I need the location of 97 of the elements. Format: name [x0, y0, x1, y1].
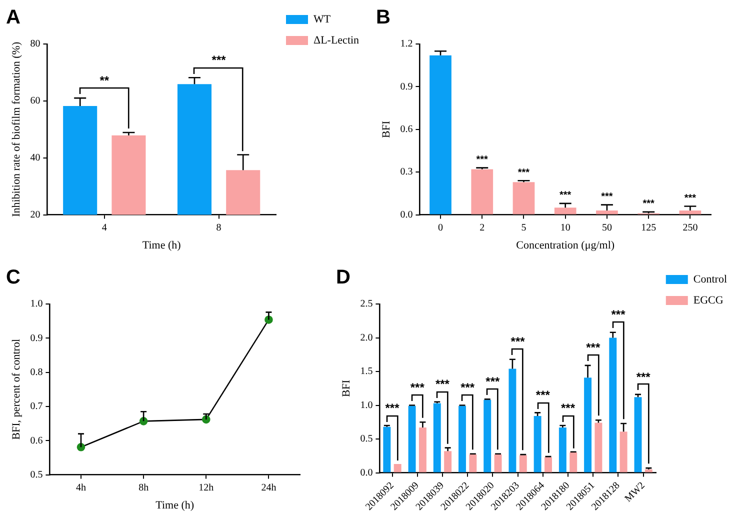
- x-tick-label: 2: [480, 222, 485, 234]
- y-tick-label: 1.2: [400, 38, 413, 50]
- annotation: ***: [486, 374, 500, 388]
- bar: [394, 464, 402, 472]
- y-axis-title: Inhibition rate of biofilm formation (%): [10, 42, 22, 217]
- y-tick-label: 1.5: [360, 366, 373, 378]
- bar: [534, 416, 542, 472]
- x-tick-label: 250: [682, 222, 698, 234]
- bar: [458, 406, 466, 472]
- bar: [383, 426, 391, 472]
- bar: [408, 406, 416, 472]
- y-tick-label: 0.5: [30, 469, 43, 480]
- bar: [620, 432, 628, 472]
- bar: [484, 400, 492, 472]
- annotation: ***: [601, 192, 613, 203]
- x-axis-title: Time (h): [142, 239, 182, 252]
- x-tick-label: 4h: [76, 482, 86, 494]
- y-tick-label: 2.5: [360, 298, 373, 310]
- chart-title: C: [6, 266, 20, 289]
- y-tick-label: 0.0: [400, 209, 413, 220]
- bar: [570, 452, 578, 472]
- y-tick-label: 20: [30, 209, 40, 220]
- bar: [558, 428, 566, 472]
- annotation: ***: [684, 193, 696, 204]
- x-tick-label: 10: [560, 222, 570, 234]
- x-tick-label: 50: [602, 222, 612, 234]
- point: [76, 442, 86, 452]
- annotation: ***: [410, 380, 425, 395]
- bar: [444, 451, 452, 472]
- bar: [594, 422, 602, 472]
- bar: [512, 182, 535, 214]
- chart-title: A: [6, 6, 20, 29]
- annotation: ***: [510, 334, 526, 349]
- y-axis-title: BFI: [340, 379, 352, 397]
- x-tick-label: 8h: [138, 482, 149, 494]
- legend-label: EGCG: [693, 294, 724, 306]
- y-tick-label: 0.9: [400, 81, 413, 92]
- bar: [433, 403, 441, 472]
- y-tick-label: 0.5: [360, 434, 373, 445]
- y-tick-label: 60: [30, 96, 40, 107]
- annotation: ***: [636, 370, 651, 384]
- x-tick-label: 24h: [261, 482, 276, 494]
- annotation: ***: [385, 400, 400, 415]
- x-tick-label: 125: [641, 222, 656, 234]
- x-tick-label: 12h: [198, 482, 214, 494]
- y-tick-label: 0.6: [30, 435, 43, 446]
- y-tick-label: 0.6: [400, 124, 413, 136]
- x-tick-label: 8: [216, 222, 222, 234]
- x-tick-label: 5: [521, 222, 526, 234]
- bar: [679, 210, 702, 214]
- y-tick-label: 0.0: [360, 467, 373, 478]
- x-axis-title: Time (h): [156, 499, 194, 512]
- annotation: ***: [560, 190, 572, 202]
- bar: [418, 428, 426, 472]
- y-axis-title: BFI, percent of control: [10, 338, 22, 440]
- annotation: ***: [561, 400, 576, 415]
- bar: [554, 208, 576, 214]
- annotation: ***: [518, 167, 530, 178]
- y-tick-label: 1.0: [360, 400, 373, 411]
- y-tick-label: 0.3: [400, 166, 413, 178]
- annotation: ***: [460, 380, 475, 395]
- y-tick-label: 1.0: [30, 298, 43, 310]
- bar: [494, 454, 502, 472]
- legend-label: Control: [693, 273, 728, 286]
- bar: [469, 454, 477, 472]
- bar: [519, 455, 527, 472]
- annotation: ***: [476, 154, 488, 166]
- y-tick-label: 0.7: [30, 401, 43, 412]
- annotation: **: [100, 73, 110, 88]
- bar: [596, 210, 618, 214]
- legend-label: ΔL-Lectin: [314, 34, 360, 46]
- annotation: ***: [642, 198, 655, 210]
- bar: [508, 368, 516, 472]
- y-tick-label: 40: [30, 152, 40, 164]
- y-axis-title: BFI: [380, 120, 392, 138]
- point: [139, 417, 148, 426]
- x-tick-label: 4: [102, 222, 107, 234]
- bar: [430, 55, 452, 214]
- chart-title: D: [336, 266, 350, 289]
- x-axis-title: Concentration (μg/ml): [516, 239, 615, 252]
- bar: [609, 338, 617, 472]
- bar: [471, 169, 494, 214]
- x-tick-label: 0: [438, 222, 444, 234]
- bar: [634, 397, 642, 472]
- bar: [584, 378, 592, 472]
- y-tick-label: 80: [30, 38, 40, 50]
- legend-label: WT: [314, 13, 331, 26]
- annotation: ***: [536, 388, 550, 402]
- bar: [544, 457, 552, 472]
- chart-title: B: [376, 6, 390, 29]
- y-tick-label: 2.0: [360, 332, 373, 344]
- annotation: ***: [586, 340, 600, 355]
- y-tick-label: 0.9: [30, 332, 43, 344]
- annotation: ***: [212, 52, 226, 67]
- annotation: ***: [611, 308, 626, 322]
- annotation: ***: [435, 377, 450, 392]
- y-tick-label: 0.8: [30, 366, 43, 378]
